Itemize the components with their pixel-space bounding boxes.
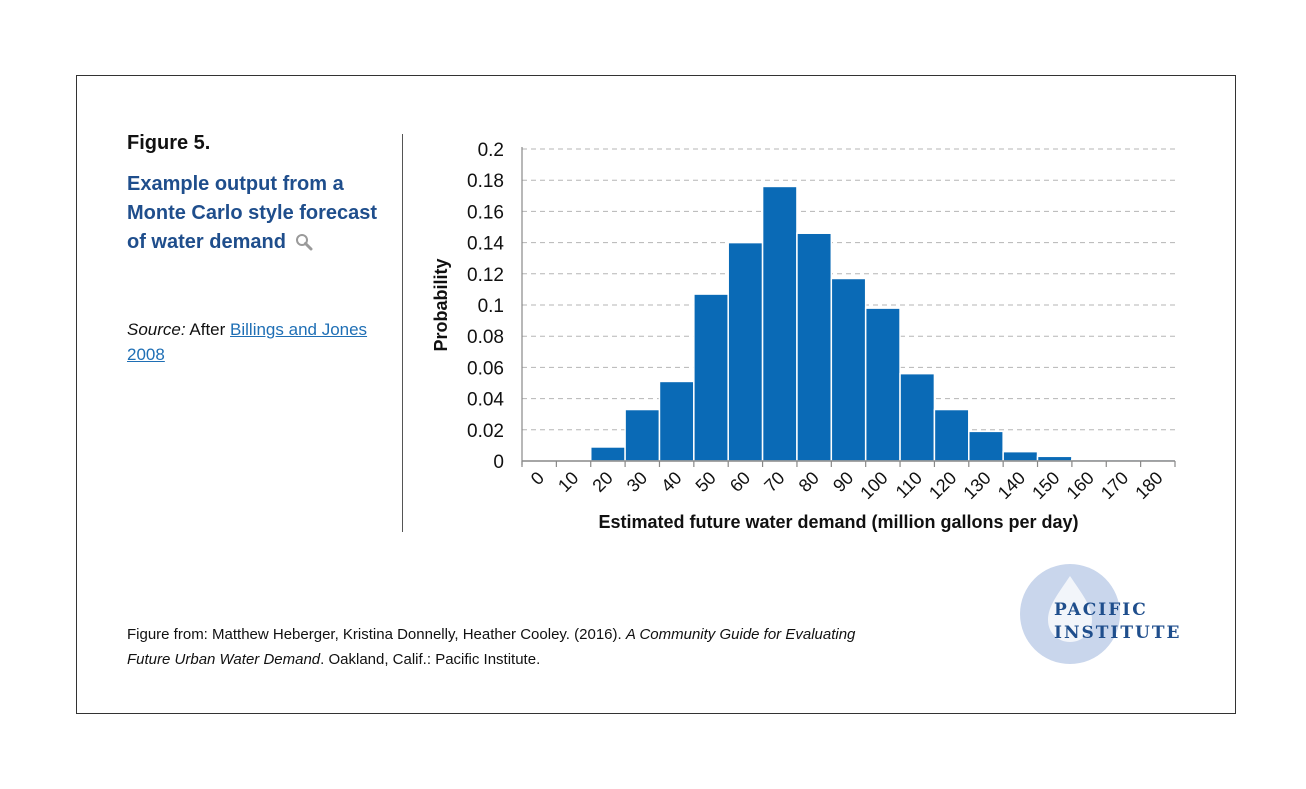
- x-tick-label: 80: [795, 468, 823, 496]
- histogram-chart: 0 0.02 0.04 0.06 0.08 0.1 0.12 0.14 0.16 0.18 0.2 0…: [431, 140, 1176, 532]
- source-link-line1: Billings and Jones: [230, 320, 368, 339]
- x-tick-label: 70: [760, 468, 788, 496]
- x-tick-label: 160: [1063, 468, 1098, 503]
- divider: [402, 134, 403, 532]
- bar: [727, 241, 764, 462]
- bar: [899, 372, 936, 462]
- figure-number: Figure 5.: [127, 132, 211, 154]
- bar: [658, 380, 695, 462]
- logo-line1: PACIFIC: [1054, 600, 1148, 620]
- bar: [864, 307, 901, 462]
- y-tick-label: 0.04: [467, 390, 504, 411]
- credit-suffix: . Oakland, Calif.: Pacific Institute.: [320, 651, 541, 668]
- x-tick-label: 0: [527, 468, 548, 489]
- y-tick-label: 0: [493, 452, 504, 473]
- x-tick-label: 20: [588, 468, 616, 496]
- source-link[interactable]: Billings and Jones 2008: [127, 320, 367, 364]
- bar: [1002, 450, 1039, 462]
- figure-frame: [76, 75, 1236, 714]
- x-tick-label: 110: [892, 468, 926, 502]
- bar: [589, 446, 626, 462]
- y-tick-label: 0.06: [467, 358, 504, 379]
- x-tick-label: 170: [1097, 468, 1132, 503]
- y-tick-label: 0.2: [478, 140, 504, 161]
- y-tick-label: 0.12: [467, 265, 504, 286]
- x-tick-label: 150: [1028, 468, 1063, 503]
- x-tick-label: 10: [554, 468, 582, 496]
- source-note: Source: After Billings and Jones 2008: [127, 317, 387, 367]
- source-prefix: After: [189, 320, 226, 339]
- bar: [830, 277, 867, 462]
- pacific-institute-logo: PACIFIC INSTITUTE: [1020, 564, 1181, 664]
- figure-title-text: Example output from a Monte Carlo style …: [127, 173, 378, 253]
- bar: [624, 408, 661, 462]
- y-tick-label: 0.1: [478, 296, 504, 317]
- y-axis-title: Probability: [431, 258, 451, 351]
- x-tick-label: 40: [657, 468, 685, 496]
- source-link-line2: 2008: [127, 345, 165, 364]
- figure-title: Example output from a Monte Carlo style …: [127, 170, 392, 257]
- x-tick-label: 100: [856, 468, 891, 503]
- x-tick-label: 30: [623, 468, 651, 496]
- y-tick-label: 0.18: [467, 171, 504, 192]
- bar: [933, 408, 970, 462]
- y-tick-label: 0.08: [467, 327, 504, 348]
- magnifier-icon[interactable]: [295, 231, 313, 251]
- source-label: Source:: [127, 320, 186, 339]
- y-tick-label: 0.14: [467, 234, 504, 255]
- x-tick-label: 140: [994, 468, 1029, 503]
- bar: [761, 185, 798, 462]
- x-tick-label: 50: [692, 468, 720, 496]
- bar: [968, 430, 1004, 462]
- x-tick-label: 180: [1131, 468, 1166, 503]
- x-axis-title: Estimated future water demand (million g…: [598, 512, 1078, 532]
- y-tick-label: 0.16: [467, 202, 504, 223]
- bar: [693, 293, 729, 462]
- logo-line2: INSTITUTE: [1054, 623, 1181, 643]
- x-tick-label: 120: [925, 468, 960, 503]
- water-drop-icon: [1048, 576, 1092, 642]
- bar: [796, 232, 833, 462]
- x-tick-label: 90: [829, 468, 857, 496]
- figure-credit: Figure from: Matthew Heberger, Kristina …: [127, 622, 887, 672]
- credit-title: A Community Guide for Evaluating Future …: [127, 626, 856, 668]
- y-tick-label: 0.02: [467, 421, 504, 442]
- credit-prefix: Figure from: Matthew Heberger, Kristina …: [127, 626, 622, 643]
- x-tick-label: 60: [726, 468, 754, 496]
- x-tick-label: 130: [959, 468, 994, 503]
